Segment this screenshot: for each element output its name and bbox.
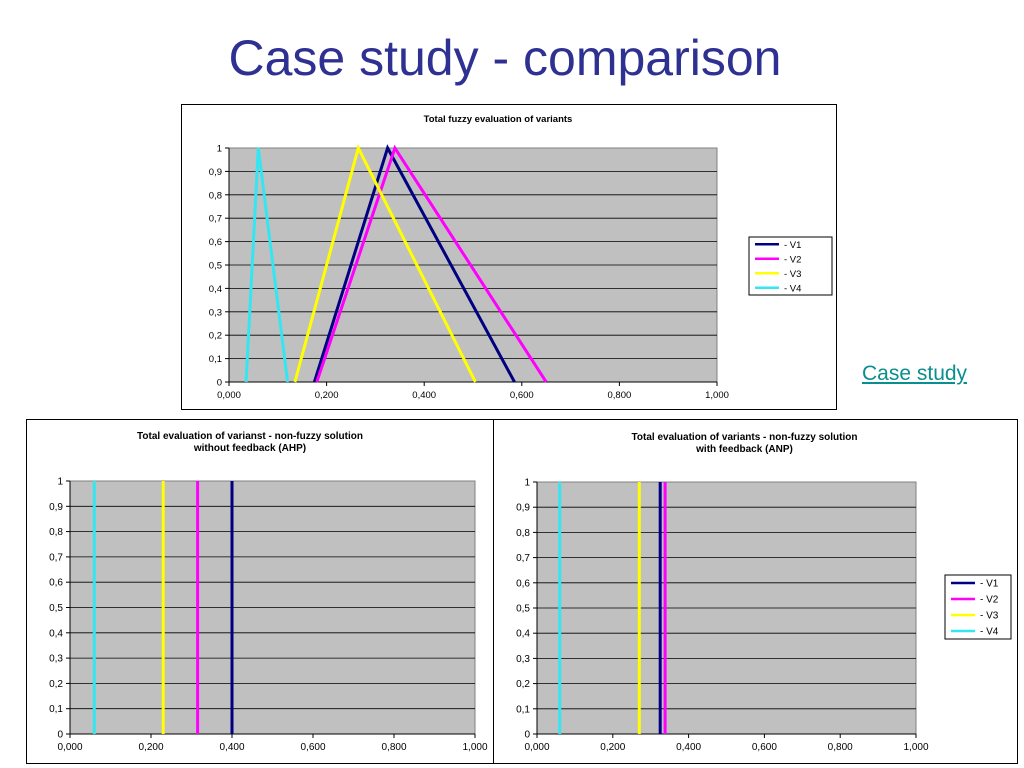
- y-tick-label: 0,5: [516, 604, 530, 615]
- x-tick-label: 0,200: [138, 742, 163, 753]
- x-tick-label: 0,200: [600, 742, 625, 753]
- y-tick-label: 0,3: [516, 654, 530, 665]
- y-tick-label: 0,1: [516, 704, 530, 715]
- series-line-v2: [315, 144, 548, 383]
- legend-label-v1: - V1: [980, 579, 999, 590]
- y-tick-label: 0,5: [49, 603, 63, 614]
- y-tick-label: 0: [217, 378, 222, 389]
- y-tick-label: 0,7: [516, 553, 530, 564]
- y-tick-label: 0,3: [49, 654, 63, 665]
- y-tick-label: 0,2: [516, 679, 530, 690]
- legend-label-v1: - V1: [784, 240, 801, 251]
- y-tick-label: 1: [524, 478, 530, 489]
- x-tick-label: 0,000: [524, 742, 549, 753]
- x-tick-label: 0,800: [828, 742, 853, 753]
- anp-evaluation-chart: Total evaluation of variants - non-fuzzy…: [493, 419, 1018, 764]
- y-tick-label: 0,8: [516, 528, 530, 539]
- x-tick-label: 0,600: [752, 742, 777, 753]
- legend-label-v4: - V4: [784, 283, 801, 294]
- y-tick-label: 0,4: [49, 628, 63, 639]
- anp-evaluation-chart-svg: Total evaluation of variants - non-fuzzy…: [516, 432, 1012, 753]
- x-tick-label: 1,000: [462, 742, 487, 753]
- x-tick-label: 0,600: [510, 390, 534, 401]
- x-tick-label: 0,000: [57, 742, 82, 753]
- case-study-link[interactable]: Case study: [862, 362, 968, 385]
- y-tick-label: 0,4: [516, 629, 530, 640]
- y-tick-label: 0,3: [209, 307, 222, 318]
- legend-box: [748, 236, 833, 296]
- y-tick-label: 0,4: [209, 284, 222, 295]
- y-tick-label: 0,2: [209, 331, 222, 342]
- ahp-evaluation-chart-svg: Total evaluation of varianst - non-fuzzy…: [49, 431, 488, 753]
- series-line-v4: [244, 147, 290, 383]
- y-tick-label: 0,6: [516, 578, 530, 589]
- series-line-v1: [312, 144, 516, 383]
- x-tick-label: 0,400: [412, 390, 436, 401]
- y-tick-label: 0,2: [49, 679, 63, 690]
- legend-label-v2: - V2: [784, 254, 801, 265]
- y-tick-label: 1: [57, 477, 63, 488]
- y-tick-label: 0: [524, 730, 530, 741]
- slide-title: Case study - comparison: [228, 30, 782, 86]
- ahp-evaluation-chart: Total evaluation of varianst - non-fuzzy…: [26, 419, 496, 764]
- series-line-v3: [293, 143, 477, 383]
- fuzzy-evaluation-chart-svg: Total fuzzy evaluation of variants 0 0,1 0,…: [209, 114, 833, 401]
- y-tick-label: 0,9: [49, 502, 63, 513]
- legend-box: [944, 574, 1012, 640]
- y-tick-label: 0,9: [209, 167, 222, 178]
- y-tick-label: 0,5: [209, 261, 222, 272]
- chart-title: Total evaluation of variants - non-fuzzy…: [632, 432, 858, 443]
- x-tick-label: 0,600: [300, 742, 325, 753]
- chart-title: Total evaluation of varianst - non-fuzzy…: [137, 431, 363, 442]
- x-tick-label: 0,800: [608, 390, 632, 401]
- x-tick-label: 0,800: [381, 742, 406, 753]
- x-tick-label: 1,000: [903, 742, 928, 753]
- y-tick-label: 0,8: [49, 527, 63, 538]
- y-tick-label: 0,1: [49, 704, 63, 715]
- y-tick-label: 0: [57, 730, 63, 741]
- y-tick-label: 0,8: [209, 190, 222, 201]
- x-tick-label: 0,400: [676, 742, 701, 753]
- y-tick-label: 0,1: [209, 354, 222, 365]
- x-tick-label: 0,000: [217, 390, 241, 401]
- y-tick-label: 0,7: [209, 214, 222, 225]
- chart-title: Total fuzzy evaluation of variants: [424, 114, 573, 125]
- chart-subtitle: with feedback (ANP): [695, 444, 793, 455]
- x-tick-label: 1,000: [705, 390, 729, 401]
- x-tick-label: 0,200: [315, 390, 339, 401]
- x-tick-label: 0,400: [219, 742, 244, 753]
- y-tick-label: 0,6: [209, 237, 222, 248]
- chart-subtitle: without feedback (AHP): [193, 443, 306, 454]
- y-tick-label: 0,7: [49, 552, 63, 563]
- fuzzy-evaluation-chart: Total fuzzy evaluation of variants 0 0,1 0,…: [181, 104, 837, 410]
- legend-label-v3: - V3: [980, 611, 999, 622]
- legend-label-v2: - V2: [980, 595, 999, 606]
- legend-label-v3: - V3: [784, 269, 801, 280]
- y-tick-label: 0,6: [49, 578, 63, 589]
- legend-label-v4: - V4: [980, 627, 999, 638]
- y-tick-label: 1: [217, 144, 222, 155]
- y-tick-label: 0,9: [516, 503, 530, 514]
